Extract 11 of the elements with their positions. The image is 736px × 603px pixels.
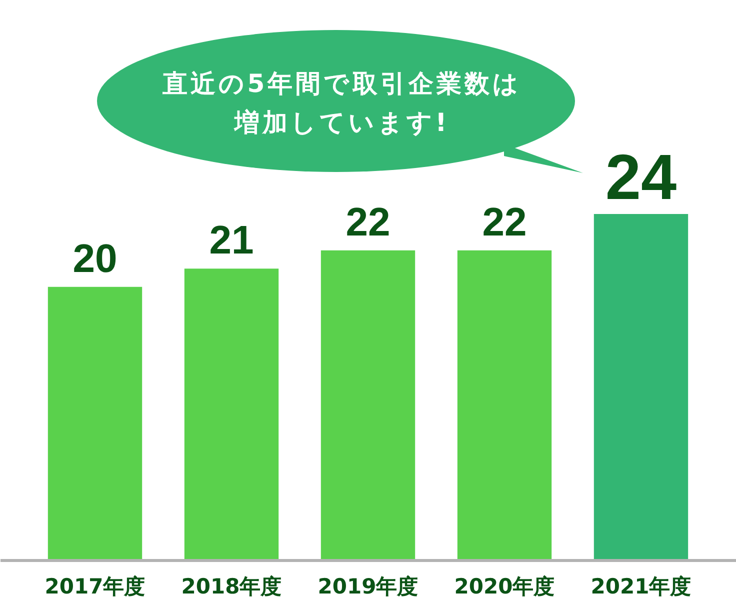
data-label: 20 — [72, 236, 118, 281]
x-tick-label: 2017年度 — [44, 574, 146, 598]
data-label: 21 — [209, 218, 254, 263]
data-label: 24 — [605, 141, 677, 213]
x-tick-label: 2019年度 — [318, 574, 418, 598]
data-label: 22 — [482, 200, 527, 244]
x-tick-label: 2018年度 — [181, 574, 282, 598]
x-tick-label: 2021年度 — [590, 574, 692, 598]
text: 直近の5年間で取引企業数は増加しています! — [161, 68, 523, 139]
data-label: 22 — [346, 200, 390, 244]
x-tick-label: 2020年度 — [454, 574, 555, 598]
